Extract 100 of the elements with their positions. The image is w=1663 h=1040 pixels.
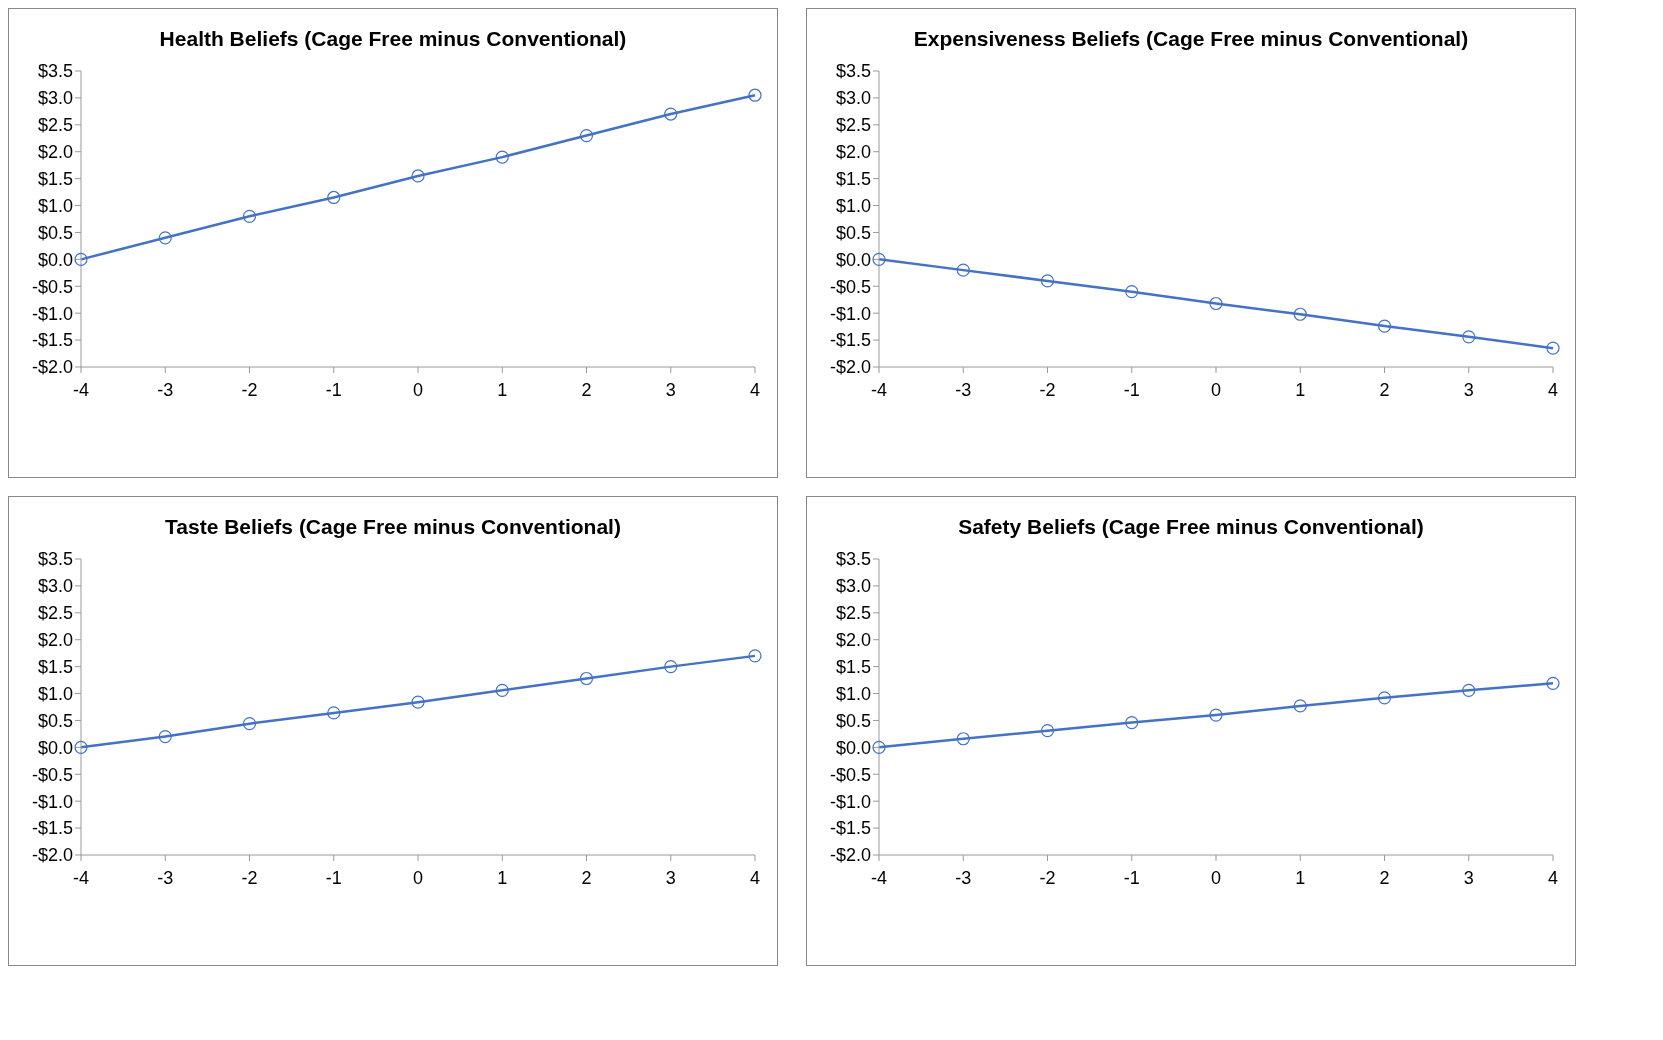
y-tick-label: -$0.5 — [829, 764, 871, 785]
x-tick-label: 4 — [1547, 379, 1559, 400]
y-tick-label: $0.0 — [37, 737, 73, 758]
y-tick-label: $2.5 — [37, 115, 73, 136]
y-tick-label: -$1.5 — [31, 818, 73, 839]
point — [74, 252, 88, 266]
point — [327, 190, 341, 205]
x-tick-label: -2 — [1039, 867, 1056, 888]
y-tick-label: -$1.5 — [829, 818, 871, 839]
chart-title: Safety Beliefs (Cage Free minus Conventional) — [957, 514, 1425, 540]
y-tick-label: $1.5 — [37, 657, 73, 678]
point — [1293, 699, 1307, 713]
x-tick-label: 0 — [412, 867, 424, 888]
x-tick-label: 2 — [581, 379, 592, 400]
x-tick-label: 0 — [412, 379, 424, 400]
y-tick-label: -$1.0 — [829, 791, 871, 812]
x-tick-label: 3 — [1463, 867, 1474, 888]
point — [872, 740, 886, 754]
x-tick-label: 4 — [1547, 867, 1559, 888]
x-tick-label: 1 — [1295, 867, 1306, 888]
x-tick-label: -4 — [72, 867, 90, 888]
x-tick-label: -3 — [955, 379, 972, 400]
y-tick-label: $2.5 — [835, 603, 871, 624]
y-tick-label: -$2.0 — [31, 845, 73, 866]
point — [158, 730, 172, 744]
y-tick-label: -$0.5 — [829, 276, 871, 297]
point — [1377, 691, 1392, 705]
point — [74, 740, 88, 754]
x-tick-label: -3 — [157, 379, 174, 400]
point — [1546, 341, 1560, 355]
y-tick-label: $1.5 — [37, 169, 73, 190]
point — [664, 107, 678, 121]
y-tick-label: $1.0 — [835, 195, 871, 216]
point — [579, 128, 594, 143]
y-tick-label: $2.0 — [37, 630, 73, 651]
y-tick-label: -$2.0 — [829, 845, 871, 866]
point — [242, 717, 257, 731]
y-tick-label: $3.5 — [835, 61, 871, 82]
point — [158, 231, 172, 245]
y-tick-label: $1.5 — [835, 657, 871, 678]
x-tick-label: -4 — [870, 379, 888, 400]
chart-title: Taste Beliefs (Cage Free minus Conventional) — [164, 514, 622, 540]
point — [1546, 676, 1560, 690]
x-tick-label: 0 — [1210, 379, 1222, 400]
y-tick-label: -$2.0 — [829, 357, 871, 378]
point — [664, 660, 678, 674]
y-tick-label: $0.0 — [37, 249, 73, 270]
y-tick-label: $3.0 — [37, 576, 73, 597]
x-tick-label: 2 — [1379, 867, 1390, 888]
y-tick-label: -$1.5 — [829, 330, 871, 351]
x-tick-label: 3 — [665, 379, 676, 400]
point — [579, 671, 594, 686]
y-tick-label: $3.0 — [37, 88, 73, 109]
x-tick-label: 2 — [581, 867, 592, 888]
x-tick-label: 3 — [665, 867, 676, 888]
y-tick-label: $0.5 — [37, 222, 73, 243]
y-tick-label: $1.0 — [37, 683, 73, 704]
point — [1125, 716, 1139, 730]
x-tick-label: 1 — [497, 379, 508, 400]
point — [956, 263, 970, 277]
y-tick-label: $1.0 — [835, 683, 871, 704]
x-tick-label: -1 — [325, 867, 342, 888]
y-tick-label: $3.0 — [835, 88, 871, 109]
x-tick-label: 4 — [749, 379, 761, 400]
y-tick-label: $3.0 — [835, 576, 871, 597]
y-tick-label: $1.5 — [835, 169, 871, 190]
x-tick-label: -1 — [1123, 867, 1140, 888]
point — [1040, 724, 1055, 738]
x-tick-label: 4 — [749, 867, 761, 888]
x-tick-label: -3 — [157, 867, 174, 888]
y-tick-label: $0.5 — [835, 222, 871, 243]
y-tick-label: -$1.0 — [31, 303, 73, 324]
point — [495, 683, 509, 697]
point — [411, 695, 425, 709]
y-tick-label: -$2.0 — [31, 357, 73, 378]
point — [748, 88, 762, 102]
y-tick-label: $3.5 — [37, 549, 73, 570]
y-tick-label: $0.0 — [835, 249, 871, 270]
point — [411, 169, 425, 183]
x-tick-label: 1 — [497, 867, 508, 888]
y-tick-label: $3.5 — [37, 61, 73, 82]
point — [748, 649, 762, 663]
x-tick-label: 1 — [1295, 379, 1306, 400]
point — [1040, 274, 1055, 288]
x-tick-label: -1 — [1123, 379, 1140, 400]
y-tick-label: $1.0 — [37, 195, 73, 216]
point — [956, 732, 970, 746]
x-tick-label: 2 — [1379, 379, 1390, 400]
x-tick-label: -2 — [1039, 379, 1056, 400]
y-tick-label: -$1.0 — [31, 791, 73, 812]
x-tick-label: -4 — [870, 867, 888, 888]
x-tick-label: -2 — [241, 867, 258, 888]
point — [242, 209, 257, 223]
point — [1293, 307, 1307, 321]
x-tick-label: 3 — [1463, 379, 1474, 400]
x-tick-label: -3 — [955, 867, 972, 888]
point — [1209, 708, 1223, 722]
x-tick-label: 0 — [1210, 867, 1222, 888]
point — [1462, 683, 1476, 697]
y-tick-label: -$1.5 — [31, 330, 73, 351]
